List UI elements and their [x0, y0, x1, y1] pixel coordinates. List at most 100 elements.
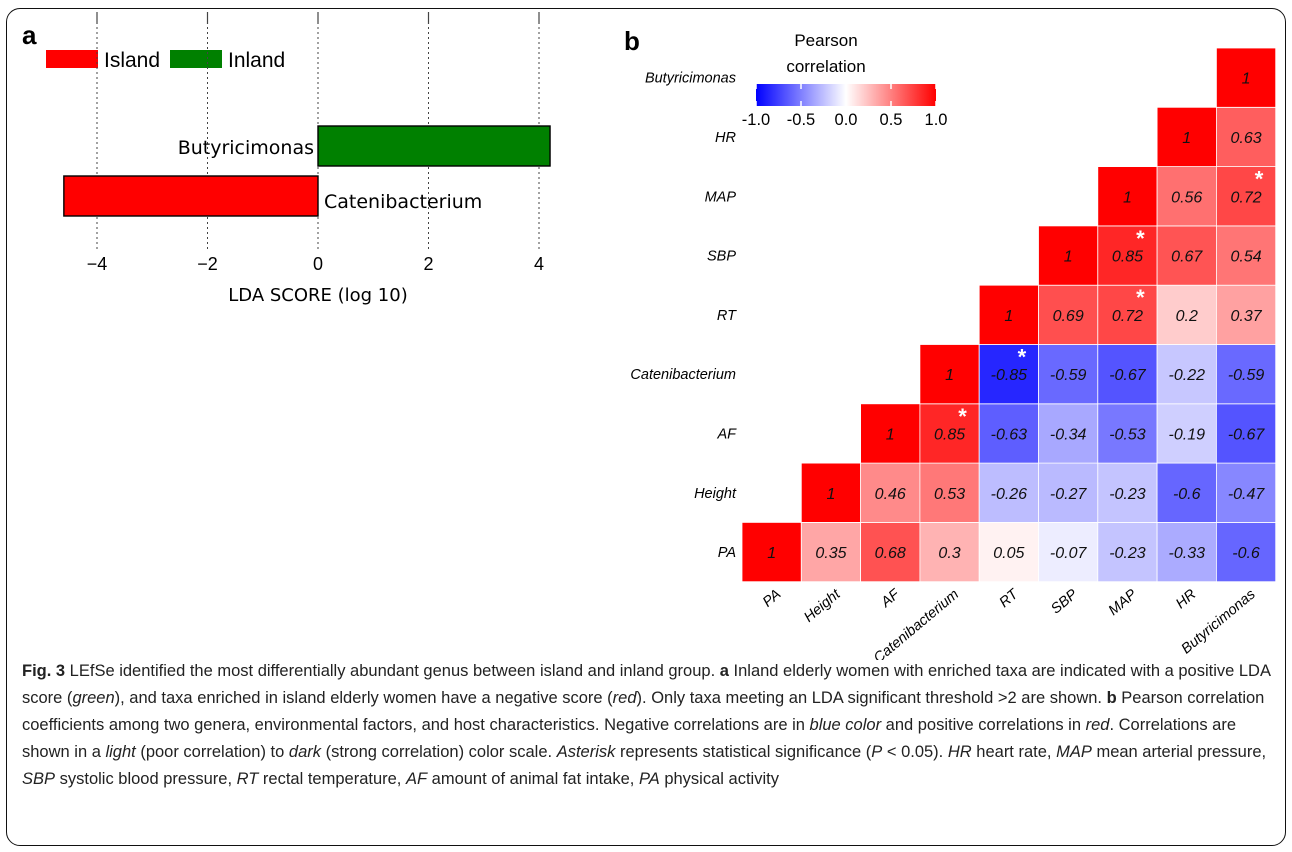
heatmap-cell: [978, 284, 1039, 345]
cell-value-label: -0.67: [1228, 426, 1266, 443]
bar-butyricimonas: [317, 125, 551, 167]
heatmap-cell: [1038, 462, 1099, 523]
panel-a-letter: a: [22, 20, 37, 50]
bar-label-catenibacterium: Catenibacterium: [324, 191, 482, 213]
cell-value-label: -0.85: [991, 367, 1028, 384]
caption-segment: b: [1106, 689, 1117, 707]
x-tick-label: 2: [423, 254, 433, 274]
heatmap-cell: [860, 403, 921, 464]
cell-value-label: 1: [1242, 71, 1251, 88]
heatmap-cell: [1038, 344, 1099, 405]
column-label-map: MAP: [1106, 586, 1141, 619]
cell-value-label: 1: [886, 426, 895, 443]
cell-value-label: 0.2: [1176, 308, 1198, 325]
cell-value-label: 0.85: [1112, 249, 1143, 266]
heatmap-cell: [919, 403, 980, 464]
column-label-sbp: SBP: [1048, 586, 1081, 617]
heatmap-cell: [1038, 403, 1099, 464]
cell-value-label: 0.85: [934, 426, 965, 443]
cell-value-label: 1: [1064, 249, 1073, 266]
colorbar-tick-label: 0.5: [880, 111, 903, 129]
panel-b-letter: b: [624, 26, 640, 56]
heatmap-cell: [1156, 225, 1217, 286]
heatmap-cell: [800, 462, 861, 523]
caption-segment: red: [1085, 716, 1110, 734]
caption-segment: P: [871, 743, 883, 761]
caption-segment: light: [105, 743, 136, 761]
heatmap-cell: [919, 522, 980, 583]
caption-segment: heart rate,: [971, 743, 1057, 761]
cell-value-label: 1: [767, 545, 776, 562]
cell-value-label: 0.56: [1171, 189, 1202, 206]
heatmap-cell: [1156, 522, 1217, 583]
caption-segment: Inland elderly women with enriched taxa …: [22, 662, 1271, 707]
caption-segment: physical activity: [659, 770, 779, 788]
x-tick-label: 0: [313, 254, 323, 274]
significance-asterisk: *: [1136, 285, 1145, 310]
x-tick-label: −4: [87, 254, 108, 274]
cell-value-label: -0.19: [1169, 426, 1206, 443]
cell-value-label: -0.23: [1109, 486, 1146, 503]
cell-value-label: -0.34: [1050, 426, 1087, 443]
lda-bar-chart: Island Inland −4 −2 0 2 4 LDA SCORE (log 10) But…: [46, 12, 551, 306]
correlation-heatmap: 1 0.35 0.68 0.3 0.05 -0.07 -0.23 -0.33 -0.6 1 0.46…: [630, 31, 1277, 660]
figure-frame: [6, 8, 1286, 846]
cell-value-label: 1: [1123, 189, 1132, 206]
legend-label-island: Island: [104, 49, 160, 72]
cell-value-label: 0.72: [1230, 189, 1261, 206]
cell-value-label: 0.05: [993, 545, 1024, 562]
column-label-height: Height: [801, 586, 844, 626]
caption-segment: amount of animal fat intake,: [427, 770, 639, 788]
legend-label-inland: Inland: [228, 49, 285, 72]
cell-value-label: 0.53: [934, 486, 965, 503]
caption-segment: (poor correlation) to: [135, 743, 289, 761]
legend-swatch-inland: [170, 50, 222, 68]
caption-segment: SBP: [22, 770, 56, 788]
heatmap-cell: [1216, 166, 1277, 227]
cell-value-label: -0.59: [1228, 367, 1265, 384]
colorbar-title-line1: Pearson: [794, 31, 857, 50]
column-label-pa: PA: [760, 587, 784, 611]
cell-value-label: 1: [826, 486, 835, 503]
heatmap-cell: [1216, 47, 1277, 108]
caption-segment: represents statistical significance (: [615, 743, 872, 761]
cell-value-label: -0.33: [1169, 545, 1206, 562]
caption-segment: < 0.05).: [882, 743, 948, 761]
caption-segment: PA: [638, 770, 660, 788]
caption-segment: ). Only taxa meeting an LDA significant …: [636, 689, 1107, 707]
caption-segment: systolic blood pressure,: [55, 770, 237, 788]
caption-segment: dark: [288, 743, 322, 761]
caption-segment: mean arterial pressure,: [1091, 743, 1267, 761]
caption-segment: and positive correlations in: [881, 716, 1086, 734]
cell-value-label: -0.53: [1109, 426, 1146, 443]
caption-segment: . Correlations are shown in a: [22, 716, 1237, 761]
caption-segment: a: [719, 662, 729, 680]
cell-value-label: -0.63: [991, 426, 1028, 443]
cell-value-label: -0.6: [1173, 486, 1201, 503]
row-label-hr: HR: [715, 130, 736, 146]
colorbar-title-line2: correlation: [786, 57, 865, 76]
column-label-hr: HR: [1173, 586, 1200, 612]
cell-value-label: 0.69: [1053, 308, 1084, 325]
legend-swatch-island: [46, 50, 98, 68]
figure-canvas: Island Inland −4 −2 0 2 4 LDA SCORE (log 10) But…: [46, 12, 1277, 660]
heatmap-cell: [1097, 462, 1158, 523]
cell-value-label: 0.68: [875, 545, 906, 562]
heatmap-cell: [1216, 522, 1277, 583]
cell-value-label: 1: [1182, 130, 1191, 147]
bar-label-butyricimonas: Butyricimonas: [178, 137, 314, 159]
caption-segment: blue color: [809, 716, 882, 734]
heatmap-cell: [1097, 522, 1158, 583]
cell-value-label: 0.72: [1112, 308, 1143, 325]
caption-segment: AF: [405, 770, 428, 788]
colorbar-tick-label: 0.0: [835, 111, 858, 129]
row-label-butyricimonas: Butyricimonas: [645, 71, 736, 87]
cell-value-label: 0.46: [875, 486, 906, 503]
cell-value-label: -0.47: [1228, 486, 1266, 503]
cell-value-label: 1: [945, 367, 954, 384]
caption-segment: HR: [947, 743, 972, 761]
cell-value-label: -0.27: [1050, 486, 1088, 503]
caption-segment: RT: [236, 770, 259, 788]
cell-value-label: 0.35: [815, 545, 846, 562]
caption-segment: Asterisk: [556, 743, 616, 761]
